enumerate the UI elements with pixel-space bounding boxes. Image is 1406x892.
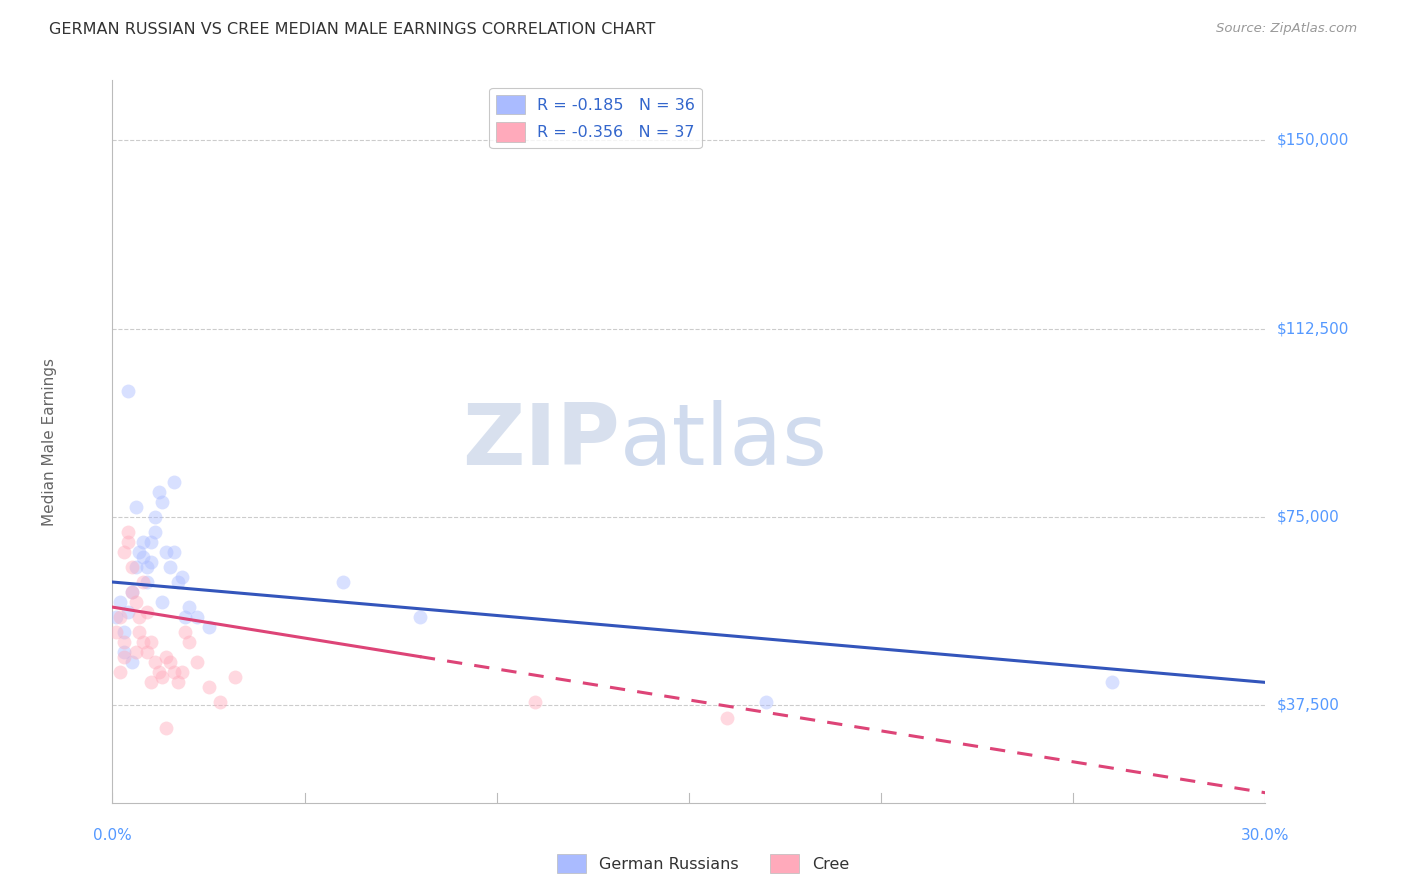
Point	[124, 645, 146, 659]
Point	[155, 721, 177, 735]
Point	[163, 475, 186, 489]
Point	[332, 574, 354, 589]
Point	[159, 655, 181, 669]
Point	[186, 610, 208, 624]
Point	[139, 534, 162, 549]
Point	[117, 524, 139, 539]
Point	[124, 500, 146, 514]
Point	[152, 595, 174, 609]
Point	[124, 560, 146, 574]
Text: Median Male Earnings: Median Male Earnings	[42, 358, 56, 525]
Point	[132, 549, 155, 564]
Point	[128, 545, 150, 559]
Point	[128, 610, 150, 624]
Point	[170, 665, 193, 680]
Text: GERMAN RUSSIAN VS CREE MEDIAN MALE EARNINGS CORRELATION CHART: GERMAN RUSSIAN VS CREE MEDIAN MALE EARNI…	[49, 22, 655, 37]
Point	[179, 600, 201, 615]
Point	[128, 625, 150, 640]
Point	[132, 635, 155, 649]
Point	[117, 384, 139, 399]
Point	[163, 665, 186, 680]
Point	[136, 645, 159, 659]
Point	[136, 560, 159, 574]
Point	[143, 524, 166, 539]
Text: atlas: atlas	[620, 400, 828, 483]
Legend: German Russians, Cree: German Russians, Cree	[551, 847, 855, 880]
Point	[139, 555, 162, 569]
Point	[105, 625, 128, 640]
Point	[143, 655, 166, 669]
Point	[186, 655, 208, 669]
Point	[108, 665, 131, 680]
Legend: R = -0.185   N = 36, R = -0.356   N = 37: R = -0.185 N = 36, R = -0.356 N = 37	[489, 88, 702, 148]
Point	[121, 655, 143, 669]
Point	[152, 494, 174, 508]
Text: 0.0%: 0.0%	[93, 828, 132, 843]
Point	[139, 635, 162, 649]
Point	[1101, 675, 1123, 690]
Point	[409, 610, 432, 624]
Point	[155, 545, 177, 559]
Point	[136, 605, 159, 619]
Point	[148, 484, 170, 499]
Point	[124, 595, 146, 609]
Point	[197, 681, 219, 695]
Point	[121, 585, 143, 599]
Point	[716, 710, 738, 724]
Point	[143, 509, 166, 524]
Point	[112, 635, 135, 649]
Text: 30.0%: 30.0%	[1241, 828, 1289, 843]
Point	[755, 696, 778, 710]
Point	[209, 696, 232, 710]
Point	[152, 670, 174, 684]
Point	[132, 574, 155, 589]
Point	[112, 650, 135, 665]
Point	[224, 670, 246, 684]
Text: $37,500: $37,500	[1277, 698, 1340, 713]
Point	[163, 545, 186, 559]
Text: ZIP: ZIP	[463, 400, 620, 483]
Point	[174, 610, 197, 624]
Point	[112, 625, 135, 640]
Text: $112,500: $112,500	[1277, 321, 1348, 336]
Text: Source: ZipAtlas.com: Source: ZipAtlas.com	[1216, 22, 1357, 36]
Text: $75,000: $75,000	[1277, 509, 1340, 524]
Point	[117, 605, 139, 619]
Point	[108, 595, 131, 609]
Point	[112, 645, 135, 659]
Point	[136, 574, 159, 589]
Point	[139, 675, 162, 690]
Point	[105, 610, 128, 624]
Point	[117, 534, 139, 549]
Point	[179, 635, 201, 649]
Point	[121, 560, 143, 574]
Point	[159, 560, 181, 574]
Point	[197, 620, 219, 634]
Point	[170, 570, 193, 584]
Point	[166, 675, 188, 690]
Point	[112, 545, 135, 559]
Point	[155, 650, 177, 665]
Text: $150,000: $150,000	[1277, 133, 1348, 148]
Point	[108, 610, 131, 624]
Point	[121, 585, 143, 599]
Point	[524, 696, 547, 710]
Point	[166, 574, 188, 589]
Point	[148, 665, 170, 680]
Point	[132, 534, 155, 549]
Point	[174, 625, 197, 640]
